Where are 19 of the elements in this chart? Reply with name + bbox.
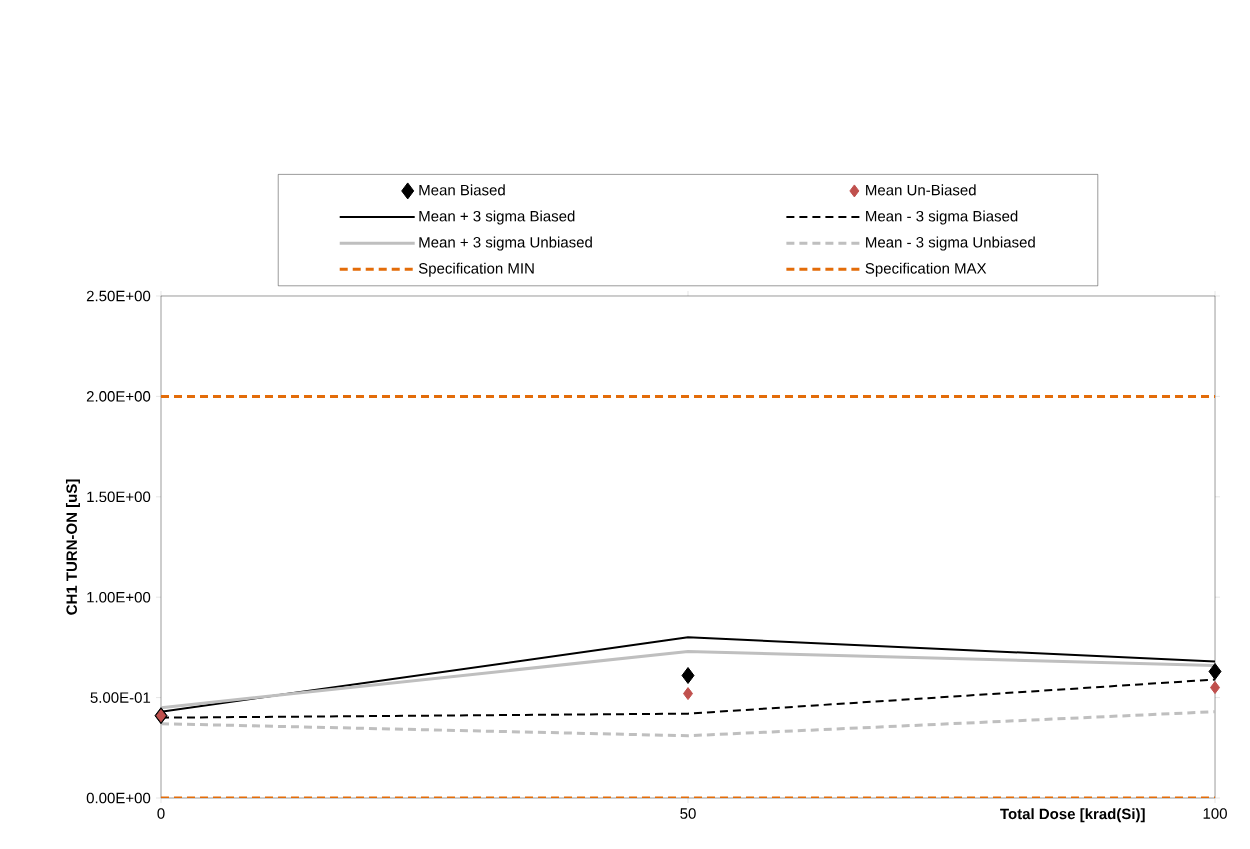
y-tick-label: 2.50E+00 [86,290,151,302]
legend-label: Mean Un-Biased [866,184,976,196]
legend-label: Specification MAX [865,262,987,277]
y-axis-title: CH1 TURN-ON [uS] [65,479,80,615]
y-tick-label: 0.00E+00 [86,792,151,804]
y-tick-label: 1.00E+00 [87,591,151,603]
legend-label: Mean + 3 sigma Biased [419,210,575,225]
x-tick-label: 50 [680,808,696,819]
y-tick-label: 2.00E+00 [86,391,151,402]
legend-label: Mean - 3 sigma Biased [866,210,1018,225]
y-tick-label: 1.50E+00 [87,491,151,503]
legend-label: Mean - 3 sigma Unbiased [866,236,1035,251]
x-tick-label: 100 [1203,808,1227,819]
legend-label: Specification MIN [418,262,534,277]
x-tick-label: 0 [157,808,165,819]
legend-label: Mean + 3 sigma Unbiased [419,236,592,251]
legend-label: Mean Biased [419,184,505,196]
x-axis-title: Total Dose [krad(Si)] [1000,808,1145,823]
y-tick-label: 5.00E-01 [90,692,151,703]
